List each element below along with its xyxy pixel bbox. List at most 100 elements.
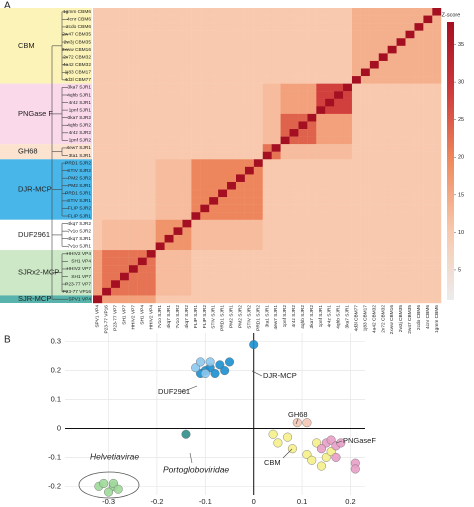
- heatmap-cell: [360, 38, 370, 47]
- heatmap-cell: [217, 129, 228, 137]
- heatmap-cell: [137, 83, 147, 92]
- heatmap-cell: [396, 76, 406, 84]
- column-label: 2w3j CBM35: [398, 305, 404, 333]
- heatmap-cell: [244, 295, 254, 304]
- heatmap-cell: [271, 234, 281, 243]
- heatmap-cell: [405, 257, 415, 266]
- heatmap-cell: [414, 287, 424, 296]
- heatmap-cell: [396, 15, 406, 24]
- heatmap-cell: [155, 30, 165, 39]
- heatmap-cell: [325, 174, 335, 183]
- heatmap-cell: [316, 8, 326, 16]
- heatmap-cell: [253, 23, 263, 31]
- heatmap-cell: [146, 91, 156, 99]
- heatmap-cell: [173, 76, 183, 84]
- heatmap-cell: [369, 181, 379, 190]
- heatmap-cell: [298, 98, 308, 107]
- heatmap-cell: [93, 23, 103, 31]
- point: [292, 418, 302, 428]
- heatmap-cell: [396, 129, 406, 137]
- heatmap-cell: [378, 121, 388, 130]
- heatmap-cell: [200, 98, 210, 107]
- heatmap-cell: [307, 234, 317, 243]
- heatmap-cell: [396, 204, 406, 213]
- heatmap-cell: [146, 136, 156, 145]
- heatmap-cell: [262, 121, 272, 130]
- heatmap-cell: [173, 242, 183, 251]
- heatmap-cell: [316, 257, 326, 266]
- heatmap-cell: [307, 91, 317, 99]
- heatmap-cell: [342, 265, 352, 273]
- heatmap-cell: [280, 166, 290, 175]
- heatmap-cell: [182, 38, 192, 47]
- heatmap-cell: [155, 45, 165, 54]
- heatmap-cell: [423, 280, 433, 289]
- heatmap-cell: [209, 287, 219, 296]
- heatmap-cell: [119, 181, 129, 190]
- heatmap-cell: [101, 189, 112, 198]
- heatmap-cell: [146, 197, 156, 205]
- heatmap-cell: [164, 204, 174, 213]
- heatmap-cell: [396, 68, 406, 77]
- heatmap-cell: [173, 227, 183, 236]
- heatmap-cell: [182, 113, 192, 122]
- row-label: HHIV2 VP4: [66, 251, 91, 257]
- heatmap-cell: [110, 219, 120, 228]
- heatmap-cell: [351, 136, 361, 145]
- heatmap-cell: [333, 159, 344, 168]
- heatmap-cell: [128, 121, 138, 130]
- heatmap-cell: [405, 265, 415, 273]
- heatmap-cell: [432, 23, 442, 31]
- heatmap-cell: [253, 174, 263, 183]
- heatmap-cell: [307, 212, 317, 220]
- point: [225, 357, 235, 367]
- heatmap-cell: [325, 76, 335, 84]
- heatmap-cell: [173, 8, 183, 16]
- heatmap-cell: [262, 38, 272, 47]
- heatmap-cell: [209, 219, 219, 228]
- heatmap-cell: [280, 91, 290, 99]
- heatmap-cell: [289, 91, 299, 99]
- heatmap-cell: [93, 174, 103, 183]
- heatmap-cell: [307, 280, 317, 289]
- heatmap-cell: [119, 113, 129, 122]
- heatmap-cell: [101, 234, 112, 243]
- group-band: [0, 83, 92, 145]
- heatmap-cell: [173, 234, 183, 243]
- heatmap-cell: [110, 113, 120, 122]
- heatmap-cell: [351, 8, 361, 16]
- heatmap-cell: [432, 212, 442, 220]
- heatmap-cell: [164, 181, 174, 190]
- heatmap-cell: [262, 212, 272, 220]
- heatmap-cell: [217, 212, 228, 220]
- heatmap-cell: [396, 91, 406, 99]
- heatmap-cell: [110, 98, 120, 107]
- heatmap-cell: [351, 242, 361, 251]
- heatmap-cell: [182, 151, 192, 160]
- heatmap-cell: [280, 38, 290, 47]
- point: [326, 435, 336, 445]
- heatmap-cell: [432, 227, 442, 236]
- heatmap-cell: [191, 234, 201, 243]
- point: [249, 340, 259, 350]
- heatmap-cell: [271, 83, 281, 92]
- heatmap-cell: [244, 8, 254, 16]
- heatmap-cell: [414, 15, 424, 24]
- heatmap-cell: [271, 174, 281, 183]
- heatmap-cell: [316, 234, 326, 243]
- heatmap-cell: [432, 129, 442, 137]
- heatmap-cell: [387, 45, 397, 54]
- heatmap-cell: [378, 181, 388, 190]
- heatmap-cell: [209, 257, 219, 266]
- heatmap-cell: [182, 45, 192, 54]
- heatmap-cell: [217, 60, 228, 69]
- heatmap-cell: [217, 250, 228, 258]
- heatmap-cell: [146, 181, 156, 190]
- heatmap-cell: [164, 53, 174, 62]
- heatmap-cell: [298, 280, 308, 289]
- row-label: 2w3j CBM35: [64, 39, 92, 45]
- heatmap-cell: [325, 60, 335, 69]
- heatmap-cell: [325, 38, 335, 47]
- heatmap-cell: [333, 83, 344, 92]
- heatmap-cell: [316, 204, 326, 213]
